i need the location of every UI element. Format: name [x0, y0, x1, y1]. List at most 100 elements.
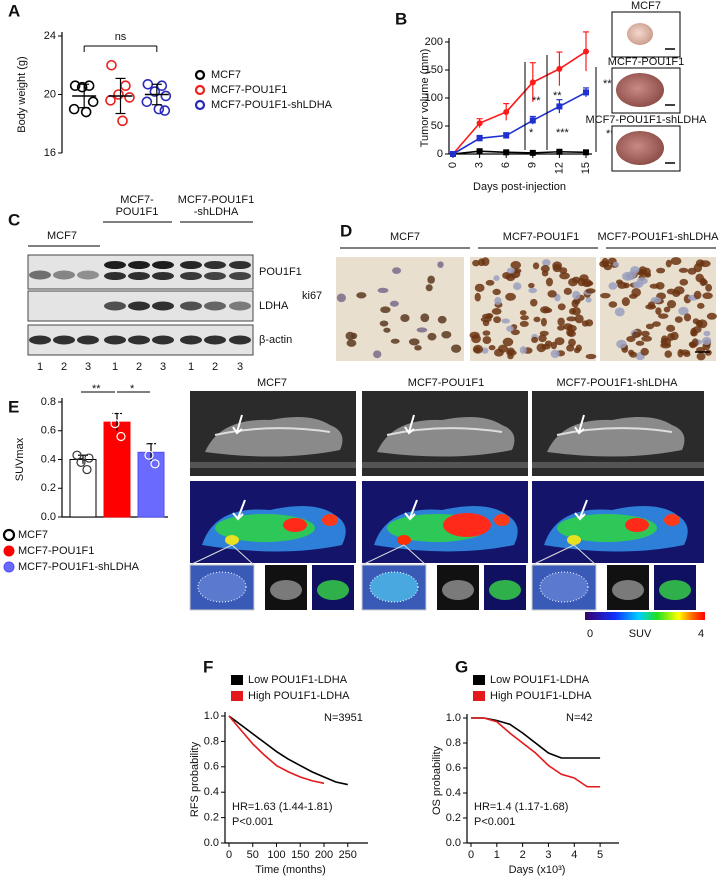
- nucleus: [474, 292, 481, 302]
- data-point: [68, 103, 80, 115]
- nucleus: [506, 267, 515, 274]
- x-tick-label: 4: [571, 849, 577, 861]
- x-tick-label: 200: [315, 849, 333, 861]
- y-tick-label: 0.2: [41, 482, 56, 494]
- x-tick-label: 3: [545, 849, 551, 861]
- annotation: HR=1.4 (1.17-1.68): [474, 801, 568, 813]
- legend-label: MCF7-POU1F1: [211, 84, 287, 96]
- zoom-line: [531, 544, 575, 566]
- panel-label: B: [395, 9, 407, 28]
- nucleus: [528, 282, 535, 289]
- band: [77, 270, 99, 280]
- data-point: [116, 431, 126, 442]
- nucleus: [480, 316, 492, 323]
- nucleus: [512, 268, 522, 274]
- band: [204, 261, 226, 269]
- nucleus: [692, 326, 702, 334]
- nucleus: [390, 338, 400, 344]
- legend-marker: [194, 84, 206, 96]
- x-tick-label: 15: [580, 162, 592, 174]
- nucleus: [528, 287, 538, 294]
- data-point: [106, 406, 116, 416]
- nucleus: [506, 349, 517, 356]
- data-point: [84, 453, 94, 463]
- nucleus: [575, 344, 582, 352]
- nucleus: [571, 307, 581, 316]
- ct-bed: [532, 462, 704, 468]
- nucleus: [585, 353, 597, 360]
- spine: [386, 427, 503, 436]
- y-tick-label: 0.4: [204, 786, 219, 798]
- significance: ns: [115, 31, 127, 43]
- band: [104, 335, 126, 345]
- nucleus: [563, 287, 572, 295]
- data-point: [152, 440, 162, 450]
- nucleus: [559, 267, 568, 274]
- data-line: [452, 50, 587, 155]
- nucleus: [641, 330, 650, 337]
- y-tick-label: 150: [425, 64, 443, 76]
- photo-label: MCF7: [631, 0, 661, 12]
- data-point: [529, 117, 536, 124]
- x-tick-label: 12: [553, 162, 565, 174]
- nucleus: [336, 293, 346, 303]
- nucleus: [645, 323, 655, 330]
- y-tick-label: 0.0: [204, 837, 219, 849]
- pet-body: [317, 580, 349, 600]
- x-tick-label: 50: [247, 849, 259, 861]
- significance: **: [553, 90, 562, 102]
- column-header: MCF7: [390, 231, 420, 243]
- uptake: [283, 518, 307, 532]
- data-point: [140, 434, 150, 444]
- nucleus: [655, 307, 662, 315]
- y-tick-label: 20: [44, 88, 56, 100]
- nucleus: [510, 261, 522, 270]
- tumor-uptake: [397, 535, 411, 545]
- y-axis-label: RFS probability: [189, 741, 201, 817]
- legend-marker: [194, 99, 206, 111]
- data-point: [118, 407, 128, 417]
- data-point: [476, 135, 483, 142]
- data-point: [153, 103, 165, 115]
- nucleus: [471, 334, 481, 344]
- panel-label: D: [340, 221, 352, 240]
- nucleus: [645, 304, 657, 310]
- ct-body: [612, 580, 644, 600]
- arrow: [404, 499, 418, 521]
- nucleus: [493, 348, 504, 357]
- nucleus: [540, 317, 547, 327]
- group-label: MCF7-: [120, 194, 154, 206]
- nucleus: [531, 336, 539, 344]
- nucleus: [693, 290, 702, 300]
- nucleus: [437, 315, 447, 324]
- nucleus: [706, 312, 717, 320]
- data-point: [76, 457, 86, 467]
- y-tick-label: 0.2: [204, 812, 219, 824]
- band: [104, 272, 126, 280]
- data-point: [556, 103, 563, 110]
- y-tick-label: 0.0: [41, 511, 56, 523]
- zoom-line: [189, 544, 233, 566]
- ct-bed: [362, 462, 528, 468]
- nucleus: [621, 297, 630, 307]
- y-tick-label: 16: [44, 147, 56, 159]
- nucleus: [628, 349, 635, 356]
- nucleus: [614, 307, 625, 317]
- band: [229, 335, 251, 345]
- band: [128, 301, 150, 311]
- legend-marker: [3, 545, 15, 557]
- nucleus: [568, 278, 578, 287]
- nucleus: [510, 329, 520, 336]
- x-axis-label: Days post-injection: [473, 181, 566, 193]
- x-tick-label: 1: [494, 849, 500, 861]
- lane-label: 2: [212, 361, 218, 373]
- data-point: [583, 48, 589, 55]
- nucleus: [666, 299, 677, 309]
- nucleus: [502, 271, 512, 280]
- y-tick-label: 0.6: [41, 425, 56, 437]
- data-point: [529, 79, 536, 86]
- y-tick-label: 1.0: [446, 712, 461, 724]
- nucleus: [493, 316, 502, 324]
